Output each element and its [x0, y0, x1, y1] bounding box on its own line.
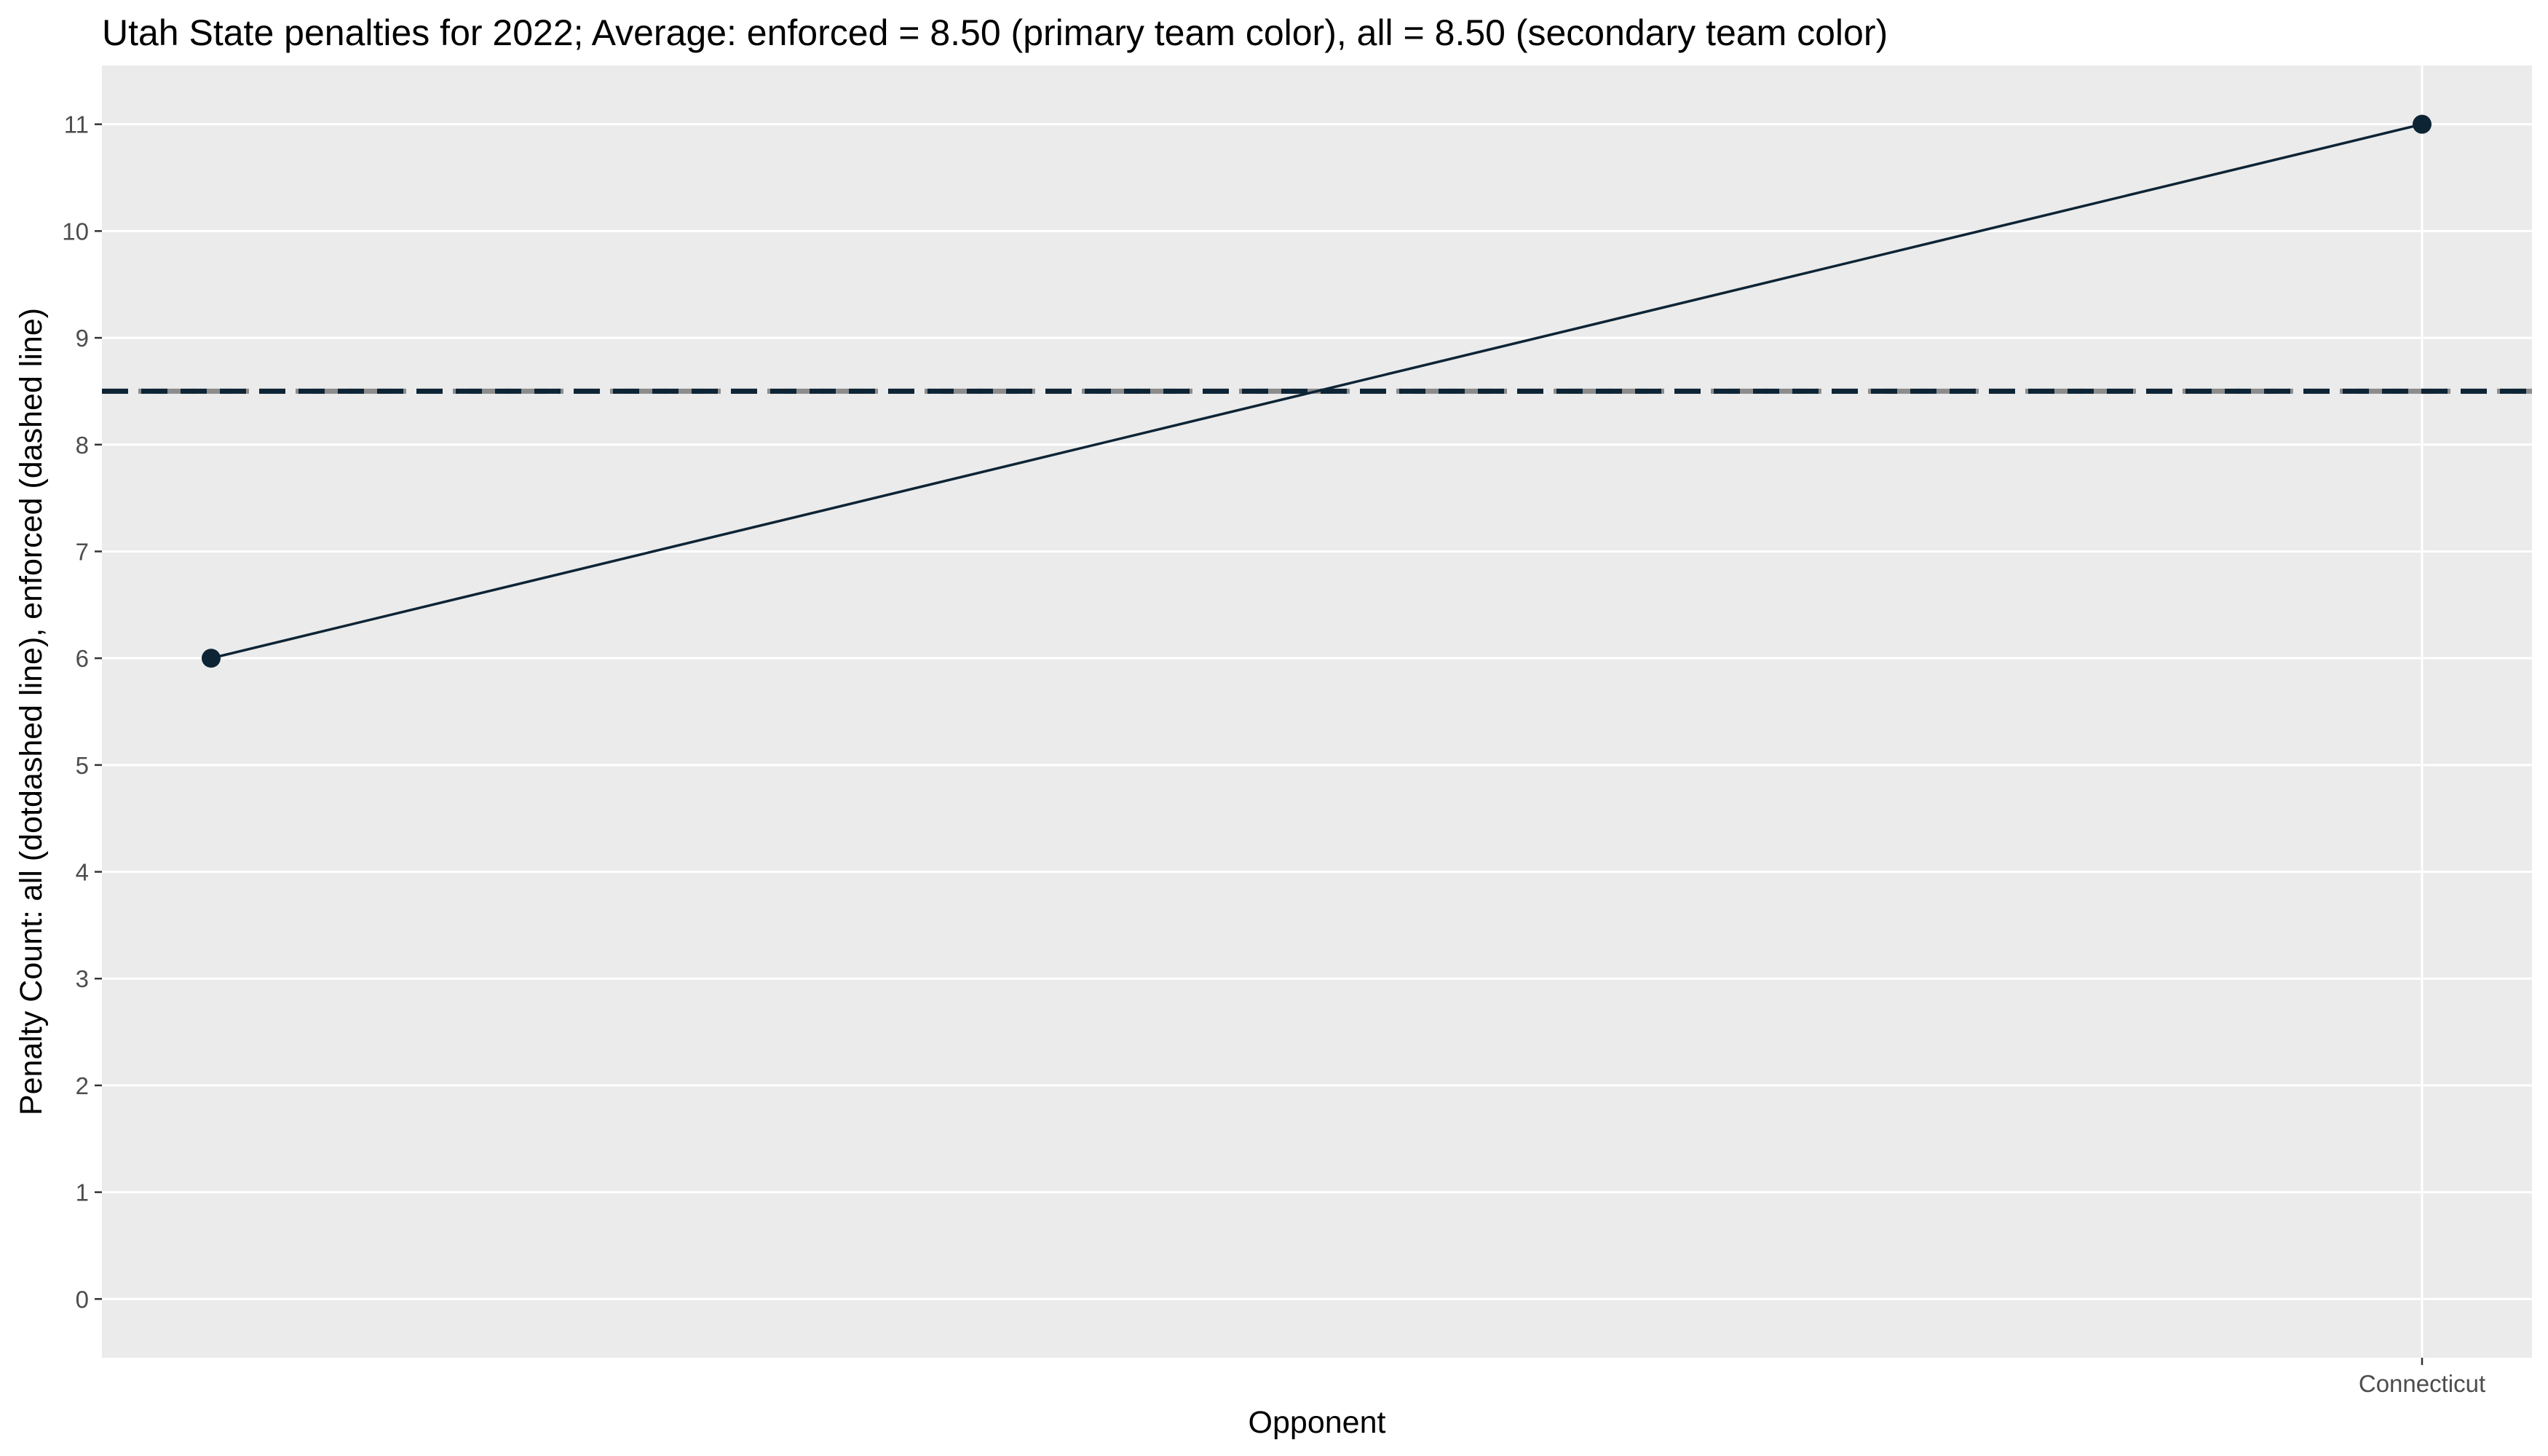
y-tick-label: 5 [76, 752, 89, 779]
x-axis: Connecticut [2359, 1358, 2485, 1397]
y-tick-label: 1 [76, 1179, 89, 1206]
plot-panel [102, 66, 2532, 1358]
y-tick-label: 6 [76, 645, 89, 672]
y-tick-label: 2 [76, 1072, 89, 1099]
y-tick-label: 10 [62, 218, 89, 245]
chart-title: Utah State penalties for 2022; Average: … [102, 12, 1888, 53]
data-series [202, 114, 2432, 668]
y-tick-label: 3 [76, 965, 89, 992]
grid-lines [102, 66, 2532, 1358]
series-line [210, 122, 2423, 660]
x-axis-title: Opponent [1249, 1405, 1386, 1440]
x-tick-label: Connecticut [2359, 1370, 2485, 1397]
y-axis-title: Penalty Count: all (dotdashed line), enf… [14, 308, 49, 1115]
data-point [202, 649, 221, 668]
y-axis: 0 1 2 3 4 5 6 7 8 9 10 11 [62, 111, 102, 1313]
y-tick-label: 0 [76, 1286, 89, 1313]
y-tick-label: 11 [64, 111, 89, 138]
data-point [2413, 114, 2432, 134]
y-tick-label: 7 [76, 538, 89, 565]
y-tick-label: 4 [76, 859, 89, 886]
y-tick-label: 8 [76, 432, 89, 459]
y-tick-label: 9 [76, 325, 89, 352]
